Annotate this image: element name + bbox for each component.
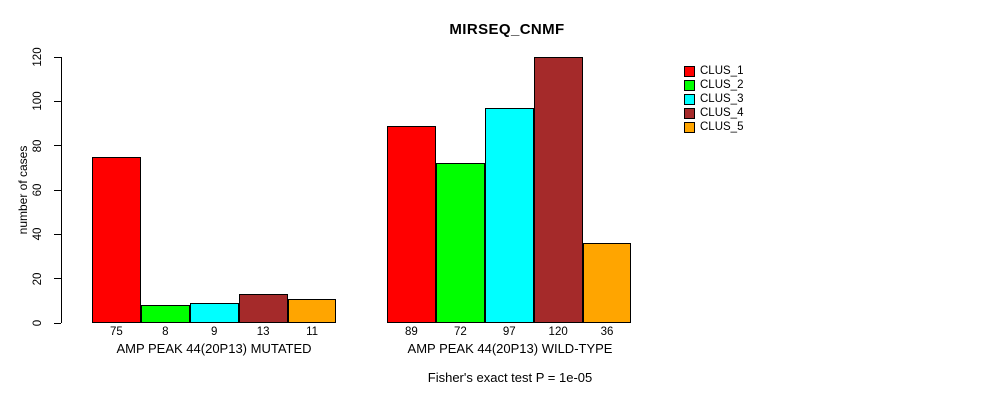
y-axis-tick xyxy=(54,56,61,58)
bar-clus_3-group1 xyxy=(484,107,534,323)
bar-clus_1-group0 xyxy=(92,156,141,323)
x-group-label-mutated: AMP PEAK 44(20P13) MUTATED xyxy=(116,341,312,356)
legend-label: CLUS_4 xyxy=(700,107,744,119)
bar-clus_4-group1 xyxy=(533,57,583,323)
legend-item-clus_4: CLUS_4 xyxy=(684,106,743,120)
legend-swatch-icon xyxy=(684,107,695,119)
legend-item-clus_3: CLUS_3 xyxy=(684,92,743,106)
bar-value-label: 120 xyxy=(548,326,568,338)
legend-item-clus_2: CLUS_2 xyxy=(684,78,743,92)
bar-clus_2-group0 xyxy=(140,305,190,323)
chart-title: MIRSEQ_CNMF xyxy=(449,21,565,38)
bar-clus_1-group1 xyxy=(387,125,436,323)
legend-swatch-icon xyxy=(684,93,695,105)
bar-value-label: 72 xyxy=(453,326,467,338)
bar-value-label: 11 xyxy=(306,326,319,338)
y-axis-tick-label: 0 xyxy=(32,319,44,327)
y-axis-tick-label: 100 xyxy=(32,91,44,111)
bar-value-label: 13 xyxy=(256,326,270,338)
y-axis-label: number of cases xyxy=(16,145,30,235)
bar-clus_3-group0 xyxy=(189,303,239,323)
legend-swatch-icon xyxy=(684,121,695,133)
bar-clus_2-group1 xyxy=(435,163,485,323)
legend-label: CLUS_2 xyxy=(700,79,744,91)
legend: CLUS_1 CLUS_2 CLUS_3 CLUS_4 CLUS_5 xyxy=(684,64,743,134)
stats-caption: Fisher's exact test P = 1e-05 xyxy=(427,370,593,385)
bar-clus_5-group0 xyxy=(287,298,337,323)
bar-value-label: 9 xyxy=(211,326,218,338)
legend-swatch-icon xyxy=(684,65,695,77)
y-axis-tick-label: 20 xyxy=(32,272,44,286)
y-axis-tick-label: 60 xyxy=(32,183,44,197)
y-axis-tick-label: 40 xyxy=(32,227,44,241)
bar-value-label: 36 xyxy=(600,326,614,338)
bar-value-label: 75 xyxy=(110,326,123,338)
bar-value-label: 89 xyxy=(405,326,418,338)
y-axis-tick xyxy=(54,278,61,280)
y-axis-tick xyxy=(54,100,61,102)
y-axis-tick xyxy=(54,233,61,235)
y-axis-tick xyxy=(54,145,61,147)
y-axis-tick-label: 80 xyxy=(32,139,44,153)
legend-item-clus_1: CLUS_1 xyxy=(684,64,743,78)
bar-value-label: 8 xyxy=(162,326,169,338)
legend-swatch-icon xyxy=(684,79,695,91)
legend-item-clus_5: CLUS_5 xyxy=(684,120,743,134)
y-axis-line xyxy=(61,57,62,323)
bar-value-label: 97 xyxy=(502,326,516,338)
bar-clus_4-group0 xyxy=(238,294,288,323)
y-axis-tick xyxy=(54,322,61,324)
legend-label: CLUS_3 xyxy=(700,93,744,105)
legend-label: CLUS_1 xyxy=(700,65,744,77)
y-axis-tick-label: 120 xyxy=(32,47,44,67)
bar-clus_5-group1 xyxy=(582,243,632,323)
x-group-label-wild-type: AMP PEAK 44(20P13) WILD-TYPE xyxy=(407,341,613,356)
y-axis-tick xyxy=(54,189,61,191)
legend-label: CLUS_5 xyxy=(700,121,744,133)
